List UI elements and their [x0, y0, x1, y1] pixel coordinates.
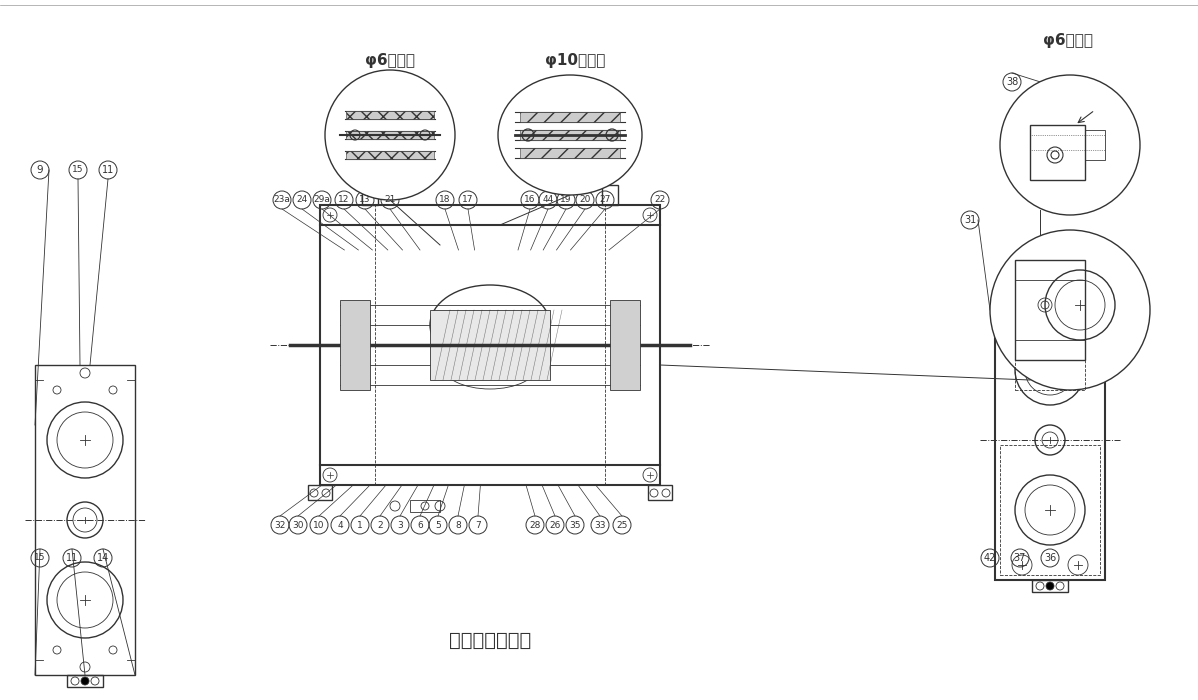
Bar: [1000, 445, 1100, 575]
Bar: [320, 205, 660, 485]
Bar: [1030, 125, 1085, 180]
Text: 8: 8: [455, 521, 461, 529]
Circle shape: [1000, 75, 1140, 215]
Text: 25: 25: [616, 521, 628, 529]
Bar: [610, 300, 640, 390]
Circle shape: [990, 230, 1150, 390]
Bar: [520, 148, 621, 158]
Text: 44: 44: [543, 195, 553, 204]
Text: 11: 11: [102, 165, 114, 175]
Bar: [362, 185, 379, 205]
Circle shape: [1046, 582, 1054, 590]
Text: 32: 32: [274, 521, 285, 529]
Bar: [1031, 580, 1067, 592]
Text: 13: 13: [359, 195, 370, 204]
Text: 15: 15: [72, 165, 84, 174]
Text: 33: 33: [594, 521, 606, 529]
Circle shape: [325, 70, 455, 200]
Text: 26: 26: [550, 521, 561, 529]
Text: φ10の場合: φ10の場合: [545, 52, 605, 67]
Text: 42: 42: [984, 553, 997, 563]
Text: 7: 7: [476, 521, 480, 529]
Bar: [520, 112, 621, 122]
Bar: [996, 300, 1105, 580]
Text: 28: 28: [530, 521, 540, 529]
Bar: [1015, 260, 1085, 360]
Text: 36: 36: [1043, 553, 1057, 563]
Bar: [67, 675, 103, 687]
Text: 30: 30: [292, 521, 304, 529]
Bar: [340, 300, 370, 390]
Bar: [1015, 360, 1085, 390]
Bar: [410, 500, 440, 512]
Text: 2: 2: [377, 521, 383, 529]
Bar: [35, 365, 135, 675]
Circle shape: [81, 677, 89, 685]
Text: 3: 3: [397, 521, 403, 529]
Bar: [648, 485, 672, 500]
Bar: [346, 111, 434, 119]
Text: 18: 18: [440, 195, 450, 204]
Text: 24: 24: [296, 195, 308, 204]
Text: 1: 1: [357, 521, 363, 529]
Text: 29a: 29a: [314, 195, 331, 204]
Text: 15: 15: [35, 554, 46, 563]
Text: 5: 5: [435, 521, 441, 529]
Text: 14: 14: [97, 553, 109, 563]
Text: ダンパボルト付: ダンパボルト付: [449, 631, 531, 650]
Text: 4: 4: [337, 521, 343, 529]
Text: 35: 35: [569, 521, 581, 529]
Ellipse shape: [498, 75, 642, 195]
Text: 37: 37: [1014, 553, 1027, 563]
Text: 38: 38: [1006, 77, 1018, 87]
Bar: [520, 130, 621, 140]
Bar: [308, 485, 332, 500]
Text: 27: 27: [599, 195, 611, 204]
Text: 6: 6: [417, 521, 423, 529]
Text: 11: 11: [66, 553, 78, 563]
Text: 16: 16: [525, 195, 536, 204]
Text: 31: 31: [964, 215, 976, 225]
Text: 22: 22: [654, 195, 666, 204]
Bar: [1085, 130, 1105, 160]
Text: φ6の場合: φ6の場合: [365, 52, 415, 67]
Text: 9: 9: [37, 165, 43, 175]
Bar: [346, 151, 434, 159]
Text: 20: 20: [580, 195, 591, 204]
Text: 12: 12: [338, 195, 350, 204]
Text: 17: 17: [462, 195, 473, 204]
Text: 21: 21: [385, 195, 395, 204]
Text: 23a: 23a: [273, 195, 290, 204]
Bar: [430, 310, 550, 380]
Text: φ6の場合: φ6の場合: [1043, 32, 1093, 48]
Text: 10: 10: [313, 521, 325, 529]
Bar: [346, 131, 434, 139]
Bar: [603, 185, 618, 205]
Text: 19: 19: [561, 195, 571, 204]
